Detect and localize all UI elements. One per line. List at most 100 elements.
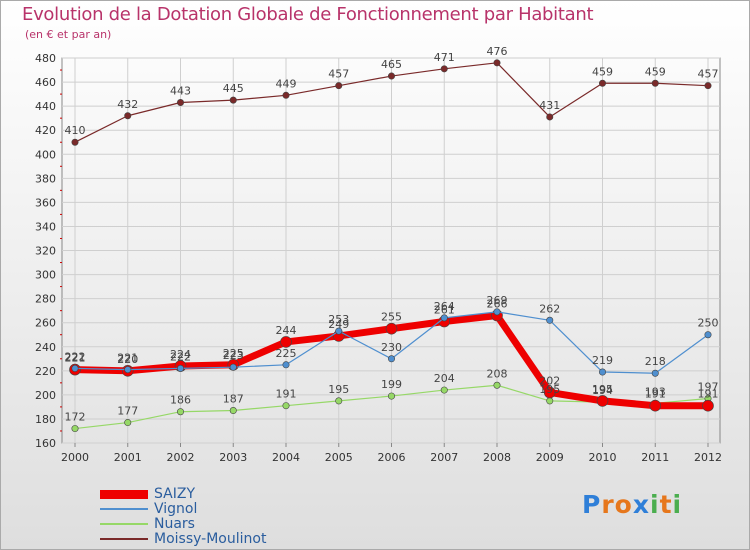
logo-letter: t bbox=[659, 490, 673, 519]
data-label-moissy-moulinot: 432 bbox=[117, 98, 138, 111]
data-label-vignol: 269 bbox=[487, 294, 508, 307]
x-tick-label: 2005 bbox=[325, 451, 353, 464]
data-point-nuars bbox=[71, 425, 79, 433]
data-label-saizy: 255 bbox=[381, 311, 402, 324]
proxiti-logo: Proxiti bbox=[582, 490, 682, 519]
data-point-moissy-moulinot bbox=[335, 82, 343, 90]
y-tick-label: 200 bbox=[35, 389, 56, 402]
y-tick-label: 180 bbox=[35, 413, 56, 426]
x-tick-label: 2008 bbox=[483, 451, 511, 464]
data-point-moissy-moulinot bbox=[387, 72, 395, 80]
data-label-nuars: 194 bbox=[592, 384, 613, 397]
data-point-saizy bbox=[280, 336, 292, 348]
data-label-moissy-moulinot: 431 bbox=[539, 99, 560, 112]
legend-label-saizy: SAIZY bbox=[154, 486, 195, 502]
data-label-saizy: 191 bbox=[645, 388, 666, 401]
chart-title: Evolution de la Dotation Globale de Fonc… bbox=[22, 4, 594, 25]
data-point-nuars bbox=[229, 407, 237, 415]
data-label-vignol: 250 bbox=[698, 317, 719, 330]
data-label-nuars: 199 bbox=[381, 378, 402, 391]
x-tick-label: 2002 bbox=[167, 451, 195, 464]
y-tick-label: 400 bbox=[35, 148, 56, 161]
data-label-moissy-moulinot: 443 bbox=[170, 85, 191, 98]
data-point-nuars bbox=[387, 392, 395, 400]
data-label-vignol: 222 bbox=[65, 350, 86, 363]
data-label-vignol: 219 bbox=[592, 354, 613, 367]
logo-letter: P bbox=[582, 490, 602, 519]
data-label-vignol: 221 bbox=[117, 352, 138, 365]
data-label-nuars: 172 bbox=[65, 411, 86, 424]
data-label-moissy-moulinot: 465 bbox=[381, 58, 402, 71]
logo-letter: x bbox=[632, 490, 650, 519]
data-point-nuars bbox=[177, 408, 185, 416]
data-label-vignol: 222 bbox=[170, 350, 191, 363]
data-label-vignol: 262 bbox=[539, 302, 560, 315]
data-point-moissy-moulinot bbox=[124, 112, 132, 120]
data-label-nuars: 195 bbox=[539, 383, 560, 396]
y-tick-label: 300 bbox=[35, 269, 56, 282]
data-point-nuars bbox=[282, 402, 290, 410]
data-point-saizy bbox=[649, 399, 662, 412]
x-tick-label: 2010 bbox=[589, 451, 617, 464]
x-tick-label: 2001 bbox=[114, 451, 142, 464]
legend-item-moissy-moulinot: Moissy-Moulinot bbox=[100, 531, 267, 547]
data-label-nuars: 186 bbox=[170, 394, 191, 407]
legend-item-vignol: Vignol bbox=[100, 501, 198, 517]
logo-letter: o bbox=[614, 490, 633, 519]
legend-swatch-saizy bbox=[100, 489, 148, 499]
data-label-moissy-moulinot: 449 bbox=[276, 77, 297, 90]
legend-swatch-moissy-moulinot bbox=[100, 538, 148, 540]
data-label-saizy: 221 bbox=[65, 352, 86, 365]
logo-letter: i bbox=[650, 490, 660, 519]
y-tick-label: 260 bbox=[35, 317, 56, 330]
x-tick-label: 2011 bbox=[641, 451, 669, 464]
data-label-nuars: 197 bbox=[698, 380, 719, 393]
data-label-vignol: 223 bbox=[223, 349, 244, 362]
data-label-moissy-moulinot: 459 bbox=[645, 65, 666, 78]
data-label-moissy-moulinot: 459 bbox=[592, 65, 613, 78]
data-label-saizy: 191 bbox=[698, 388, 719, 401]
legend-label-vignol: Vignol bbox=[154, 501, 198, 517]
data-point-nuars bbox=[335, 397, 343, 405]
data-point-moissy-moulinot bbox=[440, 65, 448, 73]
legend-label-moissy-moulinot: Moissy-Moulinot bbox=[154, 531, 267, 547]
data-label-saizy: 249 bbox=[328, 318, 349, 331]
y-tick-label: 160 bbox=[35, 437, 56, 450]
data-label-nuars: 204 bbox=[434, 372, 455, 385]
data-label-moissy-moulinot: 471 bbox=[434, 51, 455, 64]
data-point-vignol bbox=[651, 369, 659, 377]
data-point-saizy bbox=[543, 386, 556, 399]
data-point-nuars bbox=[493, 381, 501, 389]
data-label-saizy: 224 bbox=[170, 348, 191, 361]
data-point-moissy-moulinot bbox=[651, 79, 659, 87]
legend-swatch-vignol bbox=[100, 508, 148, 510]
data-point-nuars bbox=[440, 386, 448, 394]
data-point-moissy-moulinot bbox=[493, 59, 501, 67]
legend-label-nuars: Nuars bbox=[154, 516, 195, 532]
data-label-nuars: 191 bbox=[276, 388, 297, 401]
data-label-moissy-moulinot: 476 bbox=[487, 45, 508, 58]
data-label-vignol: 230 bbox=[381, 341, 402, 354]
y-tick-label: 220 bbox=[35, 365, 56, 378]
data-point-moissy-moulinot bbox=[704, 82, 712, 90]
data-label-saizy: 202 bbox=[539, 374, 560, 387]
data-label-vignol: 225 bbox=[276, 347, 297, 360]
x-tick-label: 2000 bbox=[61, 451, 89, 464]
data-point-moissy-moulinot bbox=[229, 96, 237, 104]
x-tick-label: 2006 bbox=[378, 451, 406, 464]
y-tick-label: 340 bbox=[35, 220, 56, 233]
data-label-vignol: 253 bbox=[328, 313, 349, 326]
data-label-saizy: 244 bbox=[276, 324, 297, 337]
data-label-nuars: 187 bbox=[223, 393, 244, 406]
x-tick-label: 2009 bbox=[536, 451, 564, 464]
data-label-nuars: 195 bbox=[328, 383, 349, 396]
x-tick-label: 2004 bbox=[272, 451, 300, 464]
y-tick-label: 280 bbox=[35, 293, 56, 306]
data-label-moissy-moulinot: 457 bbox=[328, 68, 349, 81]
data-point-vignol bbox=[546, 316, 554, 324]
data-point-moissy-moulinot bbox=[598, 79, 606, 87]
data-label-nuars: 208 bbox=[487, 367, 508, 380]
y-tick-label: 320 bbox=[35, 245, 56, 258]
data-point-nuars bbox=[546, 397, 554, 405]
data-point-vignol bbox=[335, 327, 343, 335]
